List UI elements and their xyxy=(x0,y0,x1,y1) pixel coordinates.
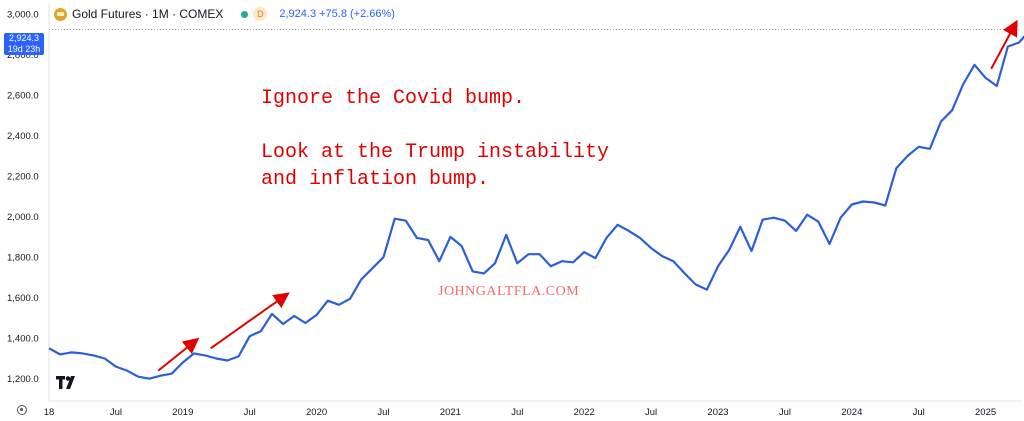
x-tick-label: 2022 xyxy=(574,407,595,418)
current-price-tag: 2,924.3 19d 23h xyxy=(4,33,44,55)
x-tick-label: 2025 xyxy=(975,407,996,418)
watermark-text: JOHNGALTFLA.COM xyxy=(438,284,580,299)
x-tick-label: 2024 xyxy=(841,407,862,418)
x-tick-label: 18 xyxy=(44,407,55,418)
x-tick-label: Jul xyxy=(913,407,925,418)
delayed-badge: D xyxy=(253,7,268,21)
symbol-title[interactable]: Gold Futures · 1M · COMEX xyxy=(72,7,224,21)
chart-header: Gold Futures · 1M · COMEX D 2,924.3 +75.… xyxy=(54,6,395,22)
red-arrow xyxy=(210,292,290,350)
x-tick-label: Jul xyxy=(110,407,122,418)
x-tick-label: Jul xyxy=(377,407,389,418)
x-tick-label: Jul xyxy=(779,407,791,418)
annotation-arrows xyxy=(157,19,1018,372)
y-tick-label: 2,800.0 xyxy=(7,50,39,61)
x-tick-label: Jul xyxy=(244,407,256,418)
header-price: 2,924.3 +75.8 (+2.66%) xyxy=(279,8,395,20)
red-arrow xyxy=(157,337,200,372)
red-arrow xyxy=(990,19,1018,70)
x-tick-label: 2023 xyxy=(707,407,728,418)
y-tick-label: 2,200.0 xyxy=(7,172,39,183)
y-tick-label: 1,600.0 xyxy=(7,293,39,304)
price-tag-countdown: 19d 23h xyxy=(7,44,41,54)
x-tick-label: 2020 xyxy=(306,407,327,418)
x-axis-ticks: 18 Jul 2019 Jul 2020 Jul 2021 Jul 2022 Jul 2023 Jul… xyxy=(44,407,996,418)
gold-bar-icon xyxy=(54,7,67,21)
x-tick-label: Jul xyxy=(645,407,657,418)
y-tick-label: 3,000.0 xyxy=(7,10,39,21)
y-tick-label: 2,600.0 xyxy=(7,91,39,102)
y-tick-label: 2,400.0 xyxy=(7,131,39,142)
price-points xyxy=(48,42,1020,379)
y-tick-label: 1,400.0 xyxy=(7,334,39,345)
x-tick-label: 2019 xyxy=(172,407,193,418)
y-tick-label: 1,800.0 xyxy=(7,253,39,264)
y-axis-ticks: 1,200.0 1,400.0 1,600.0 1,800.0 2,000.0 2,200… xyxy=(7,10,39,386)
market-status-icon xyxy=(241,10,249,18)
annotation-covid: Ignore the Covid bump. xyxy=(261,87,526,110)
settings-icon[interactable] xyxy=(17,405,27,415)
y-tick-label: 1,200.0 xyxy=(7,374,39,385)
y-tick-label: 2,000.0 xyxy=(7,212,39,223)
x-tick-label: Jul xyxy=(511,407,523,418)
annotation-trump: Look at the Trump instability xyxy=(261,141,610,164)
annotation-inflation: and inflation bump. xyxy=(261,168,490,191)
price-tag-value: 2,924.3 xyxy=(8,33,40,43)
x-tick-label: 2021 xyxy=(440,407,461,418)
tradingview-logo[interactable] xyxy=(56,376,80,389)
